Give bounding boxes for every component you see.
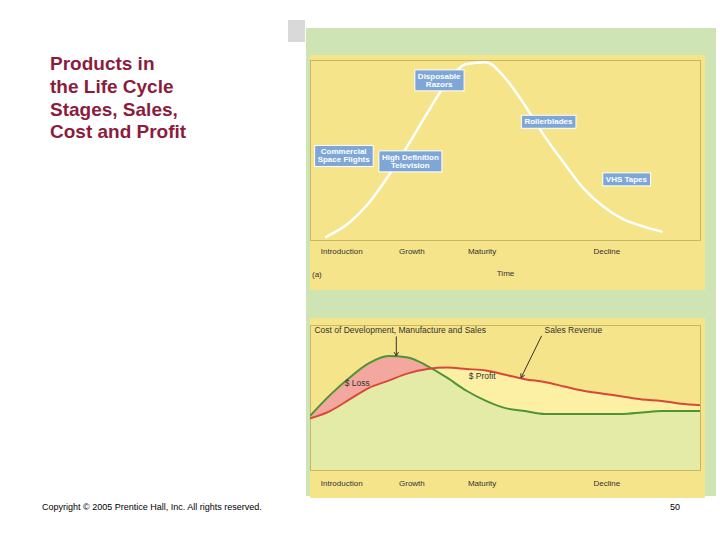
svg-text:VHS Tapes: VHS Tapes bbox=[606, 175, 648, 184]
svg-text:Time: Time bbox=[497, 269, 515, 278]
svg-text:Decline: Decline bbox=[594, 479, 621, 488]
html-text:(a): (a) bbox=[312, 270, 322, 279]
svg-text:$ Profit: $ Profit bbox=[469, 371, 497, 381]
svg-text:High DefinitionTelevision: High DefinitionTelevision bbox=[382, 153, 439, 170]
svg-text:Growth: Growth bbox=[399, 479, 425, 488]
html-text:50: 50 bbox=[670, 502, 680, 512]
svg-text:Introduction: Introduction bbox=[321, 479, 363, 488]
svg-text:Decline: Decline bbox=[594, 247, 621, 256]
html-text:Copyright © 2005 Prentice Hall: Copyright © 2005 Prentice Hall, Inc. All… bbox=[42, 502, 262, 512]
svg-text:Rollerblades: Rollerblades bbox=[524, 117, 573, 126]
svg-text:Growth: Growth bbox=[399, 247, 425, 256]
svg-text:Cost of Development, Manufactu: Cost of Development, Manufacture and Sal… bbox=[314, 325, 486, 335]
svg-text:DisposableRazors: DisposableRazors bbox=[418, 72, 461, 89]
svg-text:$ Loss: $ Loss bbox=[345, 378, 370, 388]
html-text:Products in the Life Cycle Sta: Products in the Life Cycle Stages, Sales… bbox=[50, 53, 187, 143]
svg-text:Maturity: Maturity bbox=[468, 247, 496, 256]
svg-text:Sales Revenue: Sales Revenue bbox=[545, 325, 603, 335]
svg-text:Maturity: Maturity bbox=[468, 479, 496, 488]
svg-text:Introduction: Introduction bbox=[321, 247, 363, 256]
svg-text:CommercialSpace Flights: CommercialSpace Flights bbox=[318, 147, 371, 164]
